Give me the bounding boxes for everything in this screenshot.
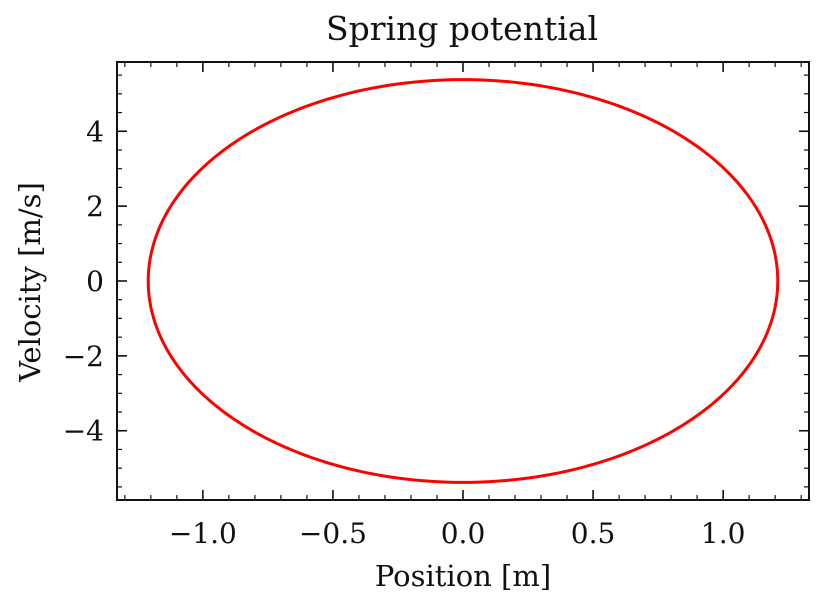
x-tick-label: 1.0 [701, 517, 746, 550]
x-tick-label: 0.5 [571, 517, 616, 550]
chart-title: Spring potential [326, 9, 598, 48]
x-tick-label: 0.0 [441, 517, 486, 550]
tick-marks [117, 62, 809, 500]
y-tick-label: 2 [86, 190, 104, 223]
x-axis-label: Position [m] [375, 559, 551, 593]
y-axis-label: Velocity [m/s] [13, 182, 47, 383]
plot-area [116, 61, 810, 501]
y-tick-label: −4 [63, 415, 104, 448]
y-tick-label: −2 [63, 340, 104, 373]
y-tick-label: 4 [86, 115, 104, 148]
x-tick-labels: −1.0 −0.5 0.0 0.5 1.0 [169, 517, 746, 550]
y-tick-label: 0 [86, 265, 104, 298]
x-tick-label: −1.0 [169, 517, 237, 550]
x-tick-label: −0.5 [299, 517, 367, 550]
series-line-orbit [146, 78, 780, 484]
plot-frame [116, 61, 810, 501]
y-tick-labels: −4 −2 0 2 4 [63, 115, 104, 447]
